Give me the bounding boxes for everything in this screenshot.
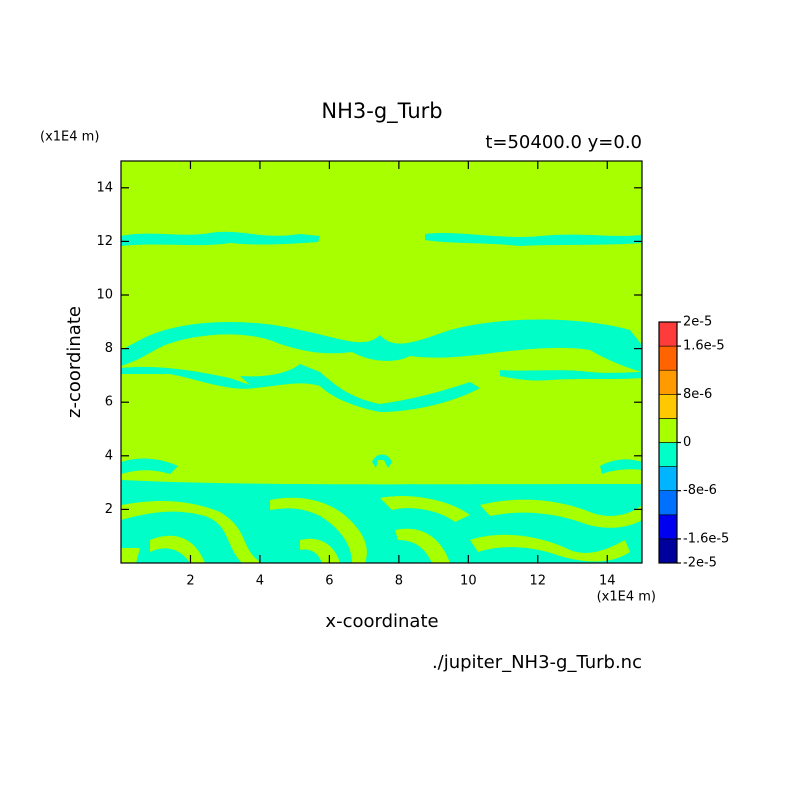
positive-region [150,535,205,563]
positive-region [395,528,450,563]
x-tick-label: 2 [186,574,194,589]
colorbar-label: 2e-5 [683,315,712,330]
negative-region [500,370,642,381]
x-tick-label: 10 [460,574,477,589]
chart-title: NH3-g_Turb [321,99,442,124]
y-tick-label: 2 [105,502,113,517]
source-file: ./jupiter_NH3-g_Turb.nc [432,652,642,673]
colorbar-band [658,418,678,443]
x-tick-label: 4 [256,574,264,589]
colorbar-band [658,393,678,419]
y-tick-label: 14 [96,180,113,195]
colorbar-band [658,514,678,540]
positive-region [380,495,470,522]
chart-subtitle: t=50400.0 y=0.0 [485,132,642,153]
y-axis-label: z-coordinate [64,306,85,418]
positive-region [121,500,262,563]
plot-frame [120,160,643,564]
colorbar-band [658,321,678,347]
x-tick-label: 8 [395,574,403,589]
positive-region [270,497,367,563]
colorbar-band [658,369,678,395]
negative-region [372,454,392,468]
colorbar-band [658,466,678,492]
x-unit: (x1E4 m) [597,590,656,605]
y-tick-label: 12 [96,234,113,249]
x-tick-label: 14 [599,574,616,589]
y-tick-label: 6 [105,395,113,410]
positive-region [480,499,642,528]
negative-region [121,458,178,474]
colorbar-label: 1.6e-5 [683,339,725,354]
negative-region [121,364,480,412]
x-tick-label: 12 [530,574,547,589]
colorbar-band [658,442,678,467]
colorbar-label: -8e-6 [683,483,717,498]
x-axis-label: x-coordinate [325,611,438,632]
x-tick-label: 6 [325,574,333,589]
y-unit: (x1E4 m) [40,130,99,145]
contour-field [121,161,642,563]
negative-region [121,319,642,372]
colorbar-label: 8e-6 [683,387,712,402]
colorbar-band [658,345,678,371]
y-tick-label: 8 [105,341,113,356]
positive-region [470,534,630,562]
negative-region [600,459,642,474]
y-tick-label: 4 [105,448,113,463]
colorbar-label: 0 [683,435,691,450]
y-tick-label: 10 [96,288,113,303]
colorbar-band [658,490,678,516]
negative-region [425,233,642,246]
colorbar-label: -1.6e-5 [683,531,729,546]
colorbar-band [658,538,678,564]
positive-region [121,548,140,563]
colorbar-label: -2e-5 [683,556,717,571]
negative-region [121,231,320,246]
